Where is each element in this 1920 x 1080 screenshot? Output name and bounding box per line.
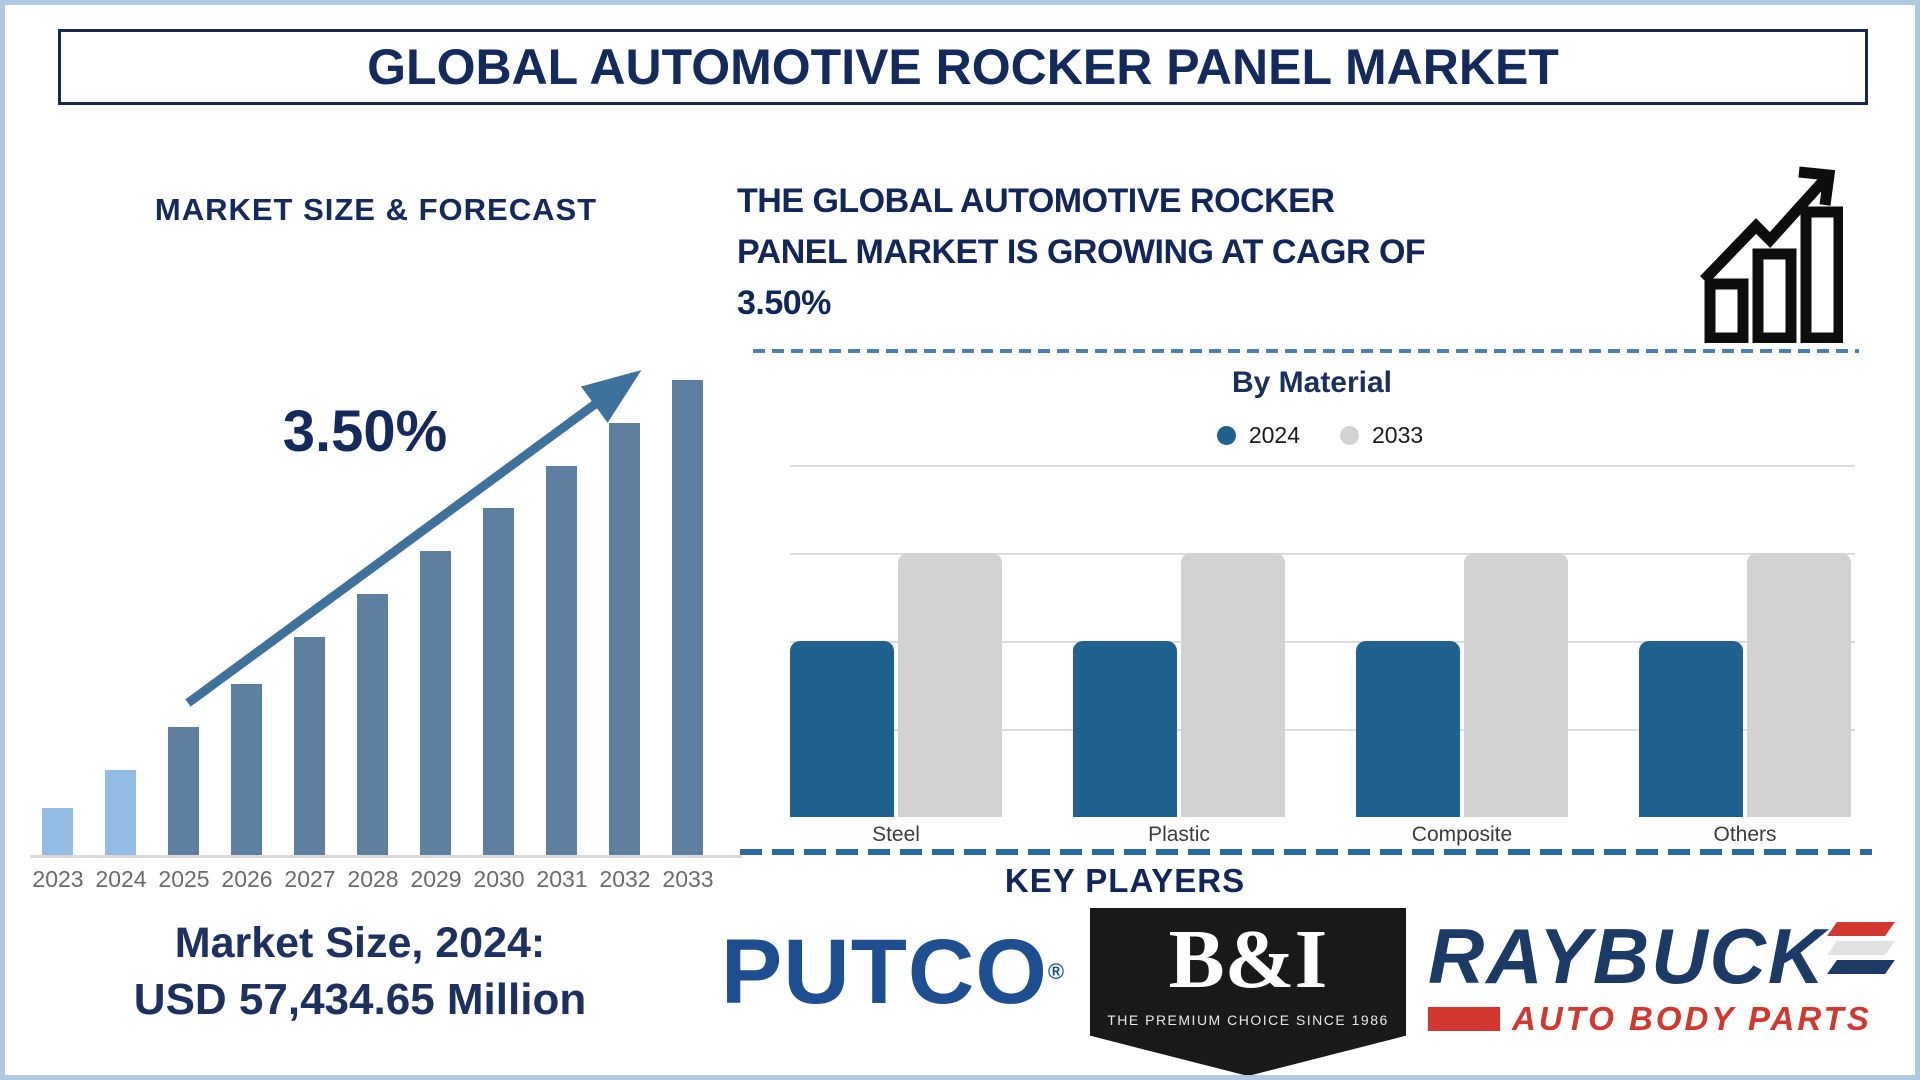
forecast-bar-2027	[294, 636, 325, 855]
raybuck-stripes-icon	[1827, 922, 1896, 974]
forecast-bar-2026	[231, 684, 262, 855]
material-bar-plastic-2033	[1181, 553, 1285, 817]
cagr-statement: THE GLOBAL AUTOMOTIVE ROCKER PANEL MARKE…	[737, 176, 1427, 329]
forecast-year-label-2025: 2025	[158, 866, 210, 892]
forecast-year-label-2031: 2031	[536, 866, 588, 892]
forecast-year-label-2027: 2027	[284, 866, 336, 892]
raybuck-red-bar	[1428, 1007, 1500, 1031]
forecast-section-heading: MARKET SIZE & FORECAST	[154, 192, 598, 227]
forecast-bar-2028	[357, 593, 388, 855]
forecast-bar-2032	[609, 422, 640, 855]
page-title: GLOBAL AUTOMOTIVE ROCKER PANEL MARKET	[367, 39, 1559, 95]
raybuck-logo: RAYBUCK AUTO BODY PARTS	[1428, 912, 1896, 1050]
forecast-baseline	[30, 855, 742, 858]
material-legend: 2024 2033	[1070, 422, 1570, 449]
forecast-year-label-2024: 2024	[95, 866, 147, 892]
material-category-label-steel: Steel	[872, 823, 920, 846]
putco-logo: PUTCO ®	[710, 922, 1075, 1022]
market-size-line1: Market Size, 2024:	[174, 919, 546, 967]
bi-logo-tagline: THE PREMIUM CHOICE SINCE 1986	[1107, 1012, 1389, 1028]
material-category-label-others: Others	[1713, 823, 1777, 846]
by-material-title: By Material	[1231, 366, 1393, 399]
material-bar-composite-2033	[1464, 553, 1568, 817]
growth-chart-icon	[1700, 166, 1843, 343]
forecast-year-label-2030: 2030	[473, 866, 525, 892]
forecast-year-label-2028: 2028	[347, 866, 399, 892]
putco-registered-mark: ®	[1047, 959, 1065, 984]
forecast-bar-2024	[105, 769, 136, 855]
material-category-label-plastic: Plastic	[1148, 823, 1210, 846]
legend-dot-2033	[1340, 426, 1359, 445]
key-players-heading: KEY PLAYERS	[1004, 862, 1246, 899]
forecast-bar-2031	[546, 465, 577, 855]
cagr-statement-line1: THE GLOBAL AUTOMOTIVE ROCKER	[737, 182, 1335, 220]
raybuck-logo-subtext: AUTO BODY PARTS	[1512, 1000, 1872, 1037]
dashed-separator-bottom	[740, 849, 1872, 855]
cagr-value-label: 3.50%	[282, 399, 448, 464]
material-gridline-1	[790, 553, 1855, 555]
cagr-statement-line3: 3.50%	[737, 284, 831, 322]
legend-dot-2024	[1216, 426, 1236, 445]
legend-label-2033: 2033	[1372, 422, 1424, 448]
material-gridline-2	[790, 641, 1855, 643]
material-category-label-composite: Composite	[1411, 823, 1513, 846]
material-gridline-0	[790, 465, 1855, 467]
material-bar-others-2024	[1639, 641, 1743, 817]
forecast-bar-2033	[672, 380, 703, 855]
material-bar-composite-2024	[1356, 641, 1460, 817]
legend-label-2024: 2024	[1248, 422, 1300, 448]
forecast-bar-2025	[168, 726, 199, 855]
material-chart: Steel Plastic Composite Others	[790, 460, 1855, 860]
growth-trend-arrow	[185, 370, 642, 707]
material-gridline-3	[790, 729, 1855, 731]
bi-logo: B&I THE PREMIUM CHOICE SINCE 1986	[1090, 908, 1406, 1076]
forecast-bar-2023	[42, 807, 73, 855]
forecast-year-label-2032: 2032	[599, 866, 651, 892]
market-size-callout: Market Size, 2024: USD 57,434.65 Million	[55, 915, 665, 1029]
material-bar-steel-2033	[898, 553, 1002, 817]
forecast-bar-2030	[483, 508, 514, 855]
legend-entry-2033: 2033	[1340, 422, 1423, 449]
material-bar-others-2033	[1747, 553, 1851, 817]
forecast-year-label-2033: 2033	[662, 866, 714, 892]
forecast-year-label-2026: 2026	[221, 866, 273, 892]
forecast-chart: 2023 2024 2025 2026 2027 2028 2029 2030 2031 2032…	[30, 310, 742, 910]
cagr-statement-line2: PANEL MARKET IS GROWING AT CAGR OF	[737, 233, 1426, 271]
market-size-line2: USD 57,434.65 Million	[133, 975, 587, 1024]
material-bar-plastic-2024	[1073, 641, 1177, 817]
legend-entry-2024: 2024	[1216, 422, 1300, 449]
material-bar-steel-2024	[790, 641, 894, 817]
forecast-year-label-2029: 2029	[410, 866, 462, 892]
raybuck-logo-text: RAYBUCK	[1428, 912, 1827, 1000]
title-box: GLOBAL AUTOMOTIVE ROCKER PANEL MARKET	[58, 29, 1868, 105]
forecast-bar-2029	[420, 551, 451, 855]
putco-logo-text: PUTCO	[720, 921, 1048, 1023]
dashed-separator-top	[753, 349, 1859, 353]
forecast-year-label-2023: 2023	[32, 866, 84, 892]
bi-logo-text: B&I	[1168, 913, 1328, 1006]
